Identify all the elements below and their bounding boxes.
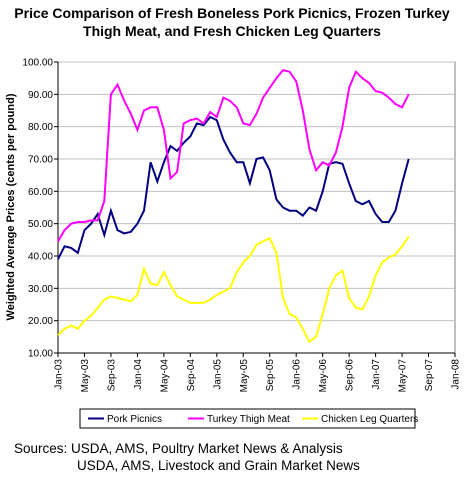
y-tick-label: 90.00 (28, 90, 53, 101)
x-tick-label: May-05 (239, 359, 250, 393)
y-tick-label: 10.00 (28, 349, 53, 360)
x-tick-label: Jan-08 (451, 359, 462, 390)
source-line: USDA, AMS, Livestock and Grain Market Ne… (77, 458, 360, 473)
y-tick-label: 60.00 (28, 187, 53, 198)
legend-label: Turkey Thigh Meat (207, 414, 290, 425)
x-tick-label: Jan-07 (371, 359, 382, 390)
legend-label: Pork Picnics (107, 414, 162, 425)
legend-label: Chicken Leg Quarters (321, 414, 418, 425)
x-tick-label: Sep-07 (424, 359, 435, 392)
chart-title: Price Comparison of Fresh Boneless Pork … (14, 5, 450, 39)
y-tick-label: 80.00 (28, 122, 53, 133)
sources: Sources: USDA, AMS, Poultry Market News … (14, 440, 360, 474)
y-tick-label: 20.00 (28, 316, 53, 327)
x-tick-label: May-06 (318, 359, 329, 393)
source-line: Sources: USDA, AMS, Poultry Market News … (14, 441, 343, 456)
plot-area (57, 61, 456, 354)
y-tick-label: 50.00 (28, 219, 53, 230)
chart: Weighted Average Prices (cents per pound… (5, 58, 462, 429)
legend-box (79, 408, 416, 429)
x-tick-label: Jan-04 (133, 359, 144, 390)
y-tick-label: 70.00 (28, 155, 53, 166)
x-tick-label: Jan-06 (292, 359, 303, 390)
x-tick-label: May-07 (398, 359, 409, 393)
x-tick-label: Sep-04 (186, 359, 197, 392)
x-tick-label: Sep-03 (106, 359, 117, 392)
y-axis-label: Weighted Average Prices (cents per pound… (5, 93, 17, 320)
y-tick-label: 30.00 (28, 284, 53, 295)
x-tick-label: May-03 (80, 359, 91, 393)
x-tick-label: May-04 (159, 359, 170, 393)
x-tick-label: Jan-05 (212, 359, 223, 390)
y-tick-label: 40.00 (28, 252, 53, 263)
series-line (57, 68, 410, 242)
x-tick-label: Sep-05 (265, 359, 276, 392)
x-tick-label: Sep-06 (345, 359, 356, 392)
series-line (57, 115, 410, 260)
series-line (57, 236, 410, 344)
y-tick-label: 100.00 (22, 58, 53, 69)
x-tick-label: Jan-03 (54, 359, 65, 390)
